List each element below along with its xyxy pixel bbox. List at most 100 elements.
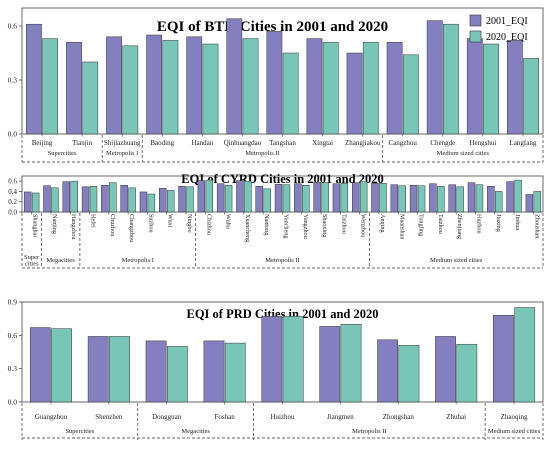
bar-2001 bbox=[426, 20, 443, 135]
x-tick-label: Wuhu bbox=[225, 214, 232, 229]
bar-2020 bbox=[340, 323, 362, 403]
bar-2020 bbox=[109, 182, 117, 213]
bar-2001 bbox=[487, 186, 495, 213]
group-label: Metropolis I bbox=[106, 150, 138, 157]
bar-2001 bbox=[101, 185, 109, 213]
group-label: Megacities bbox=[181, 428, 210, 435]
bar-2020 bbox=[398, 185, 406, 213]
x-tick-label: Zhenjiang bbox=[456, 214, 463, 239]
bar-2020 bbox=[359, 181, 368, 213]
bar-2001 bbox=[313, 181, 321, 213]
x-tick-label: Dongguan bbox=[152, 413, 182, 421]
bar-2001 bbox=[274, 183, 283, 213]
bar-2020 bbox=[340, 182, 349, 213]
bar-2020 bbox=[147, 193, 156, 213]
group-label: Metropolis II bbox=[245, 150, 279, 157]
x-tick-label: Baoding bbox=[150, 139, 174, 147]
bar-2001 bbox=[66, 41, 82, 135]
bar-2001 bbox=[62, 181, 70, 213]
group-label-line: Super bbox=[24, 254, 40, 261]
bar-2020 bbox=[402, 54, 419, 135]
bar-2020 bbox=[282, 316, 304, 403]
bar-2020 bbox=[495, 191, 503, 213]
y-tick-label: 0.6 bbox=[8, 22, 18, 31]
bar-2020 bbox=[533, 191, 542, 213]
bar-2020 bbox=[82, 61, 99, 135]
x-tick-label: Nanjing bbox=[51, 214, 58, 234]
x-tick-label: Zhaoqing bbox=[501, 413, 528, 421]
x-tick-label: Shanghai bbox=[32, 214, 39, 237]
bar-2020 bbox=[70, 180, 78, 213]
chart-panel-2: 0.0 0.2 0.4 0.6 EQI of CYRD Cities in 2001 a… bbox=[8, 172, 544, 269]
bar-2020 bbox=[475, 184, 484, 213]
legend-label-2001: 2001_EQI bbox=[486, 16, 528, 27]
x-tick-label: Shaoxing bbox=[321, 214, 328, 237]
bar-2001 bbox=[346, 52, 363, 135]
group-label-line: Supercities bbox=[48, 150, 77, 157]
bar-2001 bbox=[409, 185, 418, 213]
y-tick-label: 0.4 bbox=[8, 188, 17, 196]
group-label-line: Medium sized cities bbox=[430, 257, 483, 264]
x-tick-label: Hengshui bbox=[469, 139, 496, 147]
group-label: Supercities bbox=[65, 428, 94, 435]
bar-2020 bbox=[89, 186, 98, 213]
bar-2020 bbox=[456, 186, 464, 213]
x-tick-label: Chengde bbox=[430, 139, 455, 147]
group-label-line: cities bbox=[25, 261, 39, 268]
bar-2001 bbox=[506, 181, 514, 213]
bar-2001 bbox=[332, 183, 341, 213]
bar-2001 bbox=[448, 184, 456, 213]
group-label-line: Metropolis II bbox=[265, 257, 299, 264]
x-tick-label: Jiangmen bbox=[327, 413, 354, 421]
bar-2001 bbox=[261, 316, 283, 403]
bar-2020 bbox=[51, 328, 72, 403]
bar-2020 bbox=[202, 43, 219, 135]
y-tick-label: 0.0 bbox=[8, 398, 18, 407]
y-tick-label: 0.0 bbox=[8, 209, 17, 217]
x-tick-label: Tianjin bbox=[72, 139, 92, 147]
x-tick-label: Suzhou bbox=[147, 214, 154, 233]
y-tick-label: 0.3 bbox=[8, 364, 18, 373]
y-tick-label: 0.6 bbox=[8, 331, 18, 340]
bar-2020 bbox=[523, 58, 539, 135]
x-tick-label: Xuancheng bbox=[244, 214, 251, 242]
chart-panel-1: 0.0 0.3 0.6 EQI of BTH Cities in 2001 and 2… bbox=[8, 7, 544, 163]
bar-2020 bbox=[42, 38, 59, 135]
bar-2001 bbox=[390, 184, 399, 213]
bar-2001 bbox=[467, 182, 476, 213]
bar-2001 bbox=[146, 34, 163, 135]
bar-2020 bbox=[443, 23, 459, 135]
x-tick-label: Taizhou bbox=[437, 214, 444, 234]
bar-2001 bbox=[120, 185, 128, 213]
chart-title: EQI of PRD Cities in 2001 and 2020 bbox=[186, 307, 378, 321]
x-tick-label: Beijing bbox=[32, 139, 53, 147]
bar-2020 bbox=[514, 179, 522, 213]
x-tick-label: Chuzhou bbox=[109, 214, 116, 236]
bar-2001 bbox=[106, 36, 122, 135]
x-tick-label: Zhoushan bbox=[533, 214, 540, 238]
bar-2001 bbox=[525, 194, 534, 213]
group-label: Metropolis II bbox=[265, 257, 299, 264]
bar-2020 bbox=[302, 185, 310, 213]
bar-2020 bbox=[282, 52, 299, 135]
x-tick-label: Yangzhou bbox=[302, 214, 309, 239]
bar-2020 bbox=[282, 184, 291, 213]
x-tick-label: Huzhou bbox=[475, 214, 482, 234]
bar-2020 bbox=[437, 186, 445, 213]
group-label: Supercities bbox=[48, 150, 77, 157]
bar-2001 bbox=[351, 182, 360, 213]
bar-2001 bbox=[435, 336, 456, 403]
y-tick-label: 0.0 bbox=[8, 130, 18, 139]
bar-2001 bbox=[506, 40, 523, 135]
bar-2001 bbox=[294, 183, 302, 213]
bar-2001 bbox=[145, 340, 167, 403]
y-tick-label: 0.6 bbox=[8, 178, 17, 186]
bar-2020 bbox=[514, 307, 536, 403]
bar-2001 bbox=[236, 180, 244, 213]
x-tick-label: Hangzhou bbox=[70, 214, 77, 239]
x-tick-label: Guangzhou bbox=[35, 413, 68, 421]
group-label-line: Supercities bbox=[65, 428, 94, 435]
bar-2001 bbox=[29, 327, 51, 403]
bar-2001 bbox=[178, 186, 186, 213]
